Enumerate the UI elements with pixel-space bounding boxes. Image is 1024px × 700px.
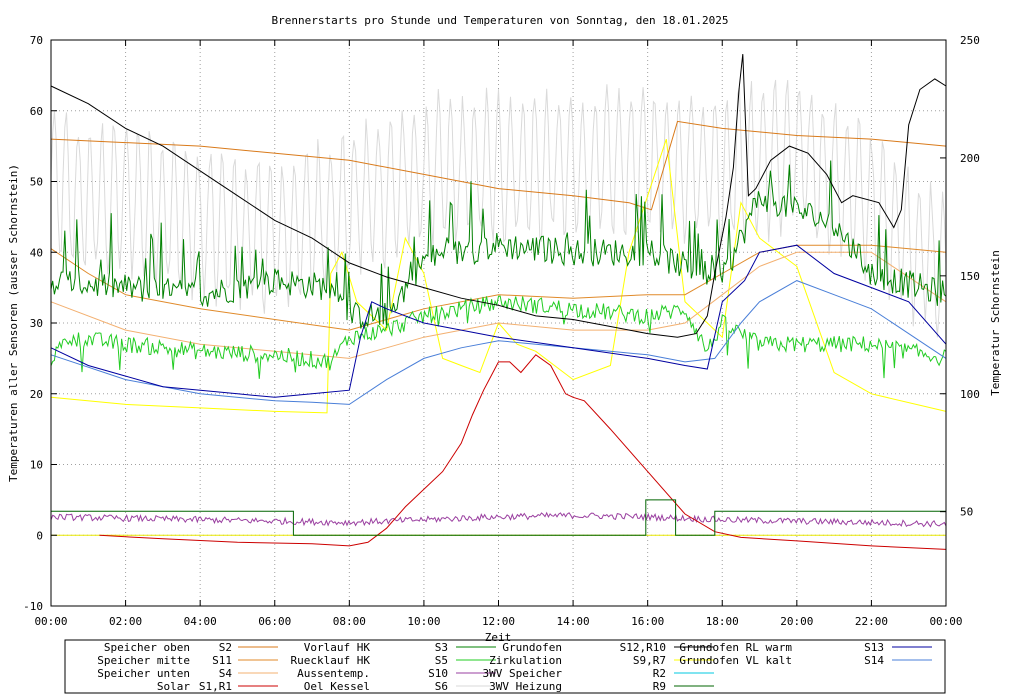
x-tick-label: 16:00 [631, 615, 664, 628]
series-line-speicher-unten [50, 251, 947, 359]
y2-tick-label: 100 [960, 388, 980, 401]
y-tick-label: 50 [30, 176, 43, 189]
legend-sensor: S9,R7 [633, 654, 666, 667]
y-tick-label: -10 [23, 600, 43, 613]
legend-item: Aussentemp. S10 [297, 667, 496, 680]
legend-label: Zirkulation [489, 654, 562, 667]
legend-sensor: S4 [219, 667, 233, 680]
legend-label: Oel Kessel [304, 680, 370, 693]
legend-box [64, 639, 946, 694]
x-tick-label: 18:00 [706, 615, 739, 628]
series-line-vorlauf-hk [50, 160, 947, 330]
legend-label: Solar [157, 680, 190, 693]
y2-axis-label: Temperatur Schornstein [989, 250, 1002, 396]
series-line-grundofen [50, 54, 947, 338]
legend-label: 3WV Speicher [483, 667, 563, 680]
y-tick-label: 60 [30, 105, 43, 118]
x-axis-ticks: 00:00 02:00 04:00 06:00 08:00 10:00 12:00 14:00… [34, 40, 963, 628]
legend-item: Ruecklauf HK S5 [291, 654, 496, 667]
series-line-oel-kessel [50, 79, 947, 338]
legend-item: Zirkulation S9,R7 [489, 654, 714, 667]
legend-label: Speicher unten [97, 667, 190, 680]
legend-item: Solar S1,R1 [157, 680, 278, 693]
legend-sensor: S3 [435, 641, 448, 654]
legend-label: Speicher mitte [97, 654, 190, 667]
legend-label: Ruecklauf HK [291, 654, 371, 667]
legend-sensor: S6 [435, 680, 448, 693]
series-line-grundofen-vl-kalt [50, 280, 947, 405]
series-line-solar [99, 354, 947, 550]
legend-item: Oel Kessel S6 [304, 680, 496, 693]
legend-item: Grundofen S12,R10 [502, 641, 714, 654]
legend-sensor: S13 [864, 641, 884, 654]
x-tick-label: 02:00 [109, 615, 142, 628]
legend-label: Speicher oben [104, 641, 190, 654]
legend-sensor: S2 [219, 641, 232, 654]
legend-item: Speicher mitte S11 [97, 654, 278, 667]
y-tick-label: 10 [30, 459, 43, 472]
legend-item: 3WV Speicher R2 [483, 667, 714, 680]
series-line-grundofen-rl-warm [50, 244, 947, 398]
legend-item: 3WV Heizung R9 [489, 680, 714, 693]
plot-area [50, 54, 947, 550]
legend-item: Vorlauf HK S3 [304, 641, 496, 654]
y2-tick-label: 200 [960, 152, 980, 165]
legend-sensor: R9 [653, 680, 666, 693]
x-tick-label: 00:00 [34, 615, 67, 628]
y-tick-label: 20 [30, 388, 43, 401]
x-tick-label: 06:00 [258, 615, 291, 628]
legend-sensor: S10 [428, 667, 448, 680]
legend-sensor: R2 [653, 667, 666, 680]
legend-sensor: S12,R10 [620, 641, 666, 654]
y2-tick-label: 250 [960, 34, 980, 47]
x-tick-label: 04:00 [184, 615, 217, 628]
series-line-speicher-oben [50, 120, 947, 211]
x-tick-label: 22:00 [855, 615, 888, 628]
series-line-3wv-heizung [51, 499, 946, 536]
y2-tick-label: 50 [960, 506, 973, 519]
x-tick-label: 10:00 [407, 615, 440, 628]
legend-sensor: S14 [864, 654, 884, 667]
y2-axis-ticks: 50 100 150 200 250 [940, 34, 980, 519]
legend-label: Vorlauf HK [304, 641, 371, 654]
legend-label: Grundofen [502, 641, 562, 654]
legend-item: Speicher unten S4 [97, 667, 278, 680]
legend-label: Grundofen RL warm [679, 641, 792, 654]
legend-label: Grundofen VL kalt [679, 654, 792, 667]
x-tick-label: 14:00 [557, 615, 590, 628]
x-axis-label: Zeit [485, 631, 512, 644]
y-tick-label: 40 [30, 246, 43, 259]
legend-item: Speicher oben S2 [104, 641, 278, 654]
legend-sensor: S1,R1 [199, 680, 232, 693]
legend-sensor: S5 [435, 654, 448, 667]
legend-sensor: S11 [212, 654, 232, 667]
x-tick-label: 00:00 [929, 615, 962, 628]
chart-title: Brennerstarts pro Stunde und Temperature… [272, 14, 729, 27]
y-tick-label: 30 [30, 317, 43, 330]
legend-item: Grundofen VL kalt S14 [679, 654, 932, 667]
y2-tick-label: 150 [960, 270, 980, 283]
x-tick-label: 12:00 [482, 615, 515, 628]
x-tick-label: 20:00 [780, 615, 813, 628]
x-tick-label: 08:00 [333, 615, 366, 628]
legend-label: 3WV Heizung [489, 680, 562, 693]
y-axis-label: Temperaturen aller Sensoren (ausser Scho… [7, 164, 20, 482]
series-line-aussentemp [50, 511, 947, 528]
legend-item: Grundofen RL warm S13 [679, 641, 932, 654]
y-tick-label: 0 [36, 529, 43, 542]
legend-label: Aussentemp. [297, 667, 370, 680]
y-tick-label: 70 [30, 34, 43, 47]
series-line-ruecklauf-hk [50, 295, 947, 379]
y-axis-ticks: -10 0 10 20 30 40 50 60 70 [23, 34, 57, 613]
